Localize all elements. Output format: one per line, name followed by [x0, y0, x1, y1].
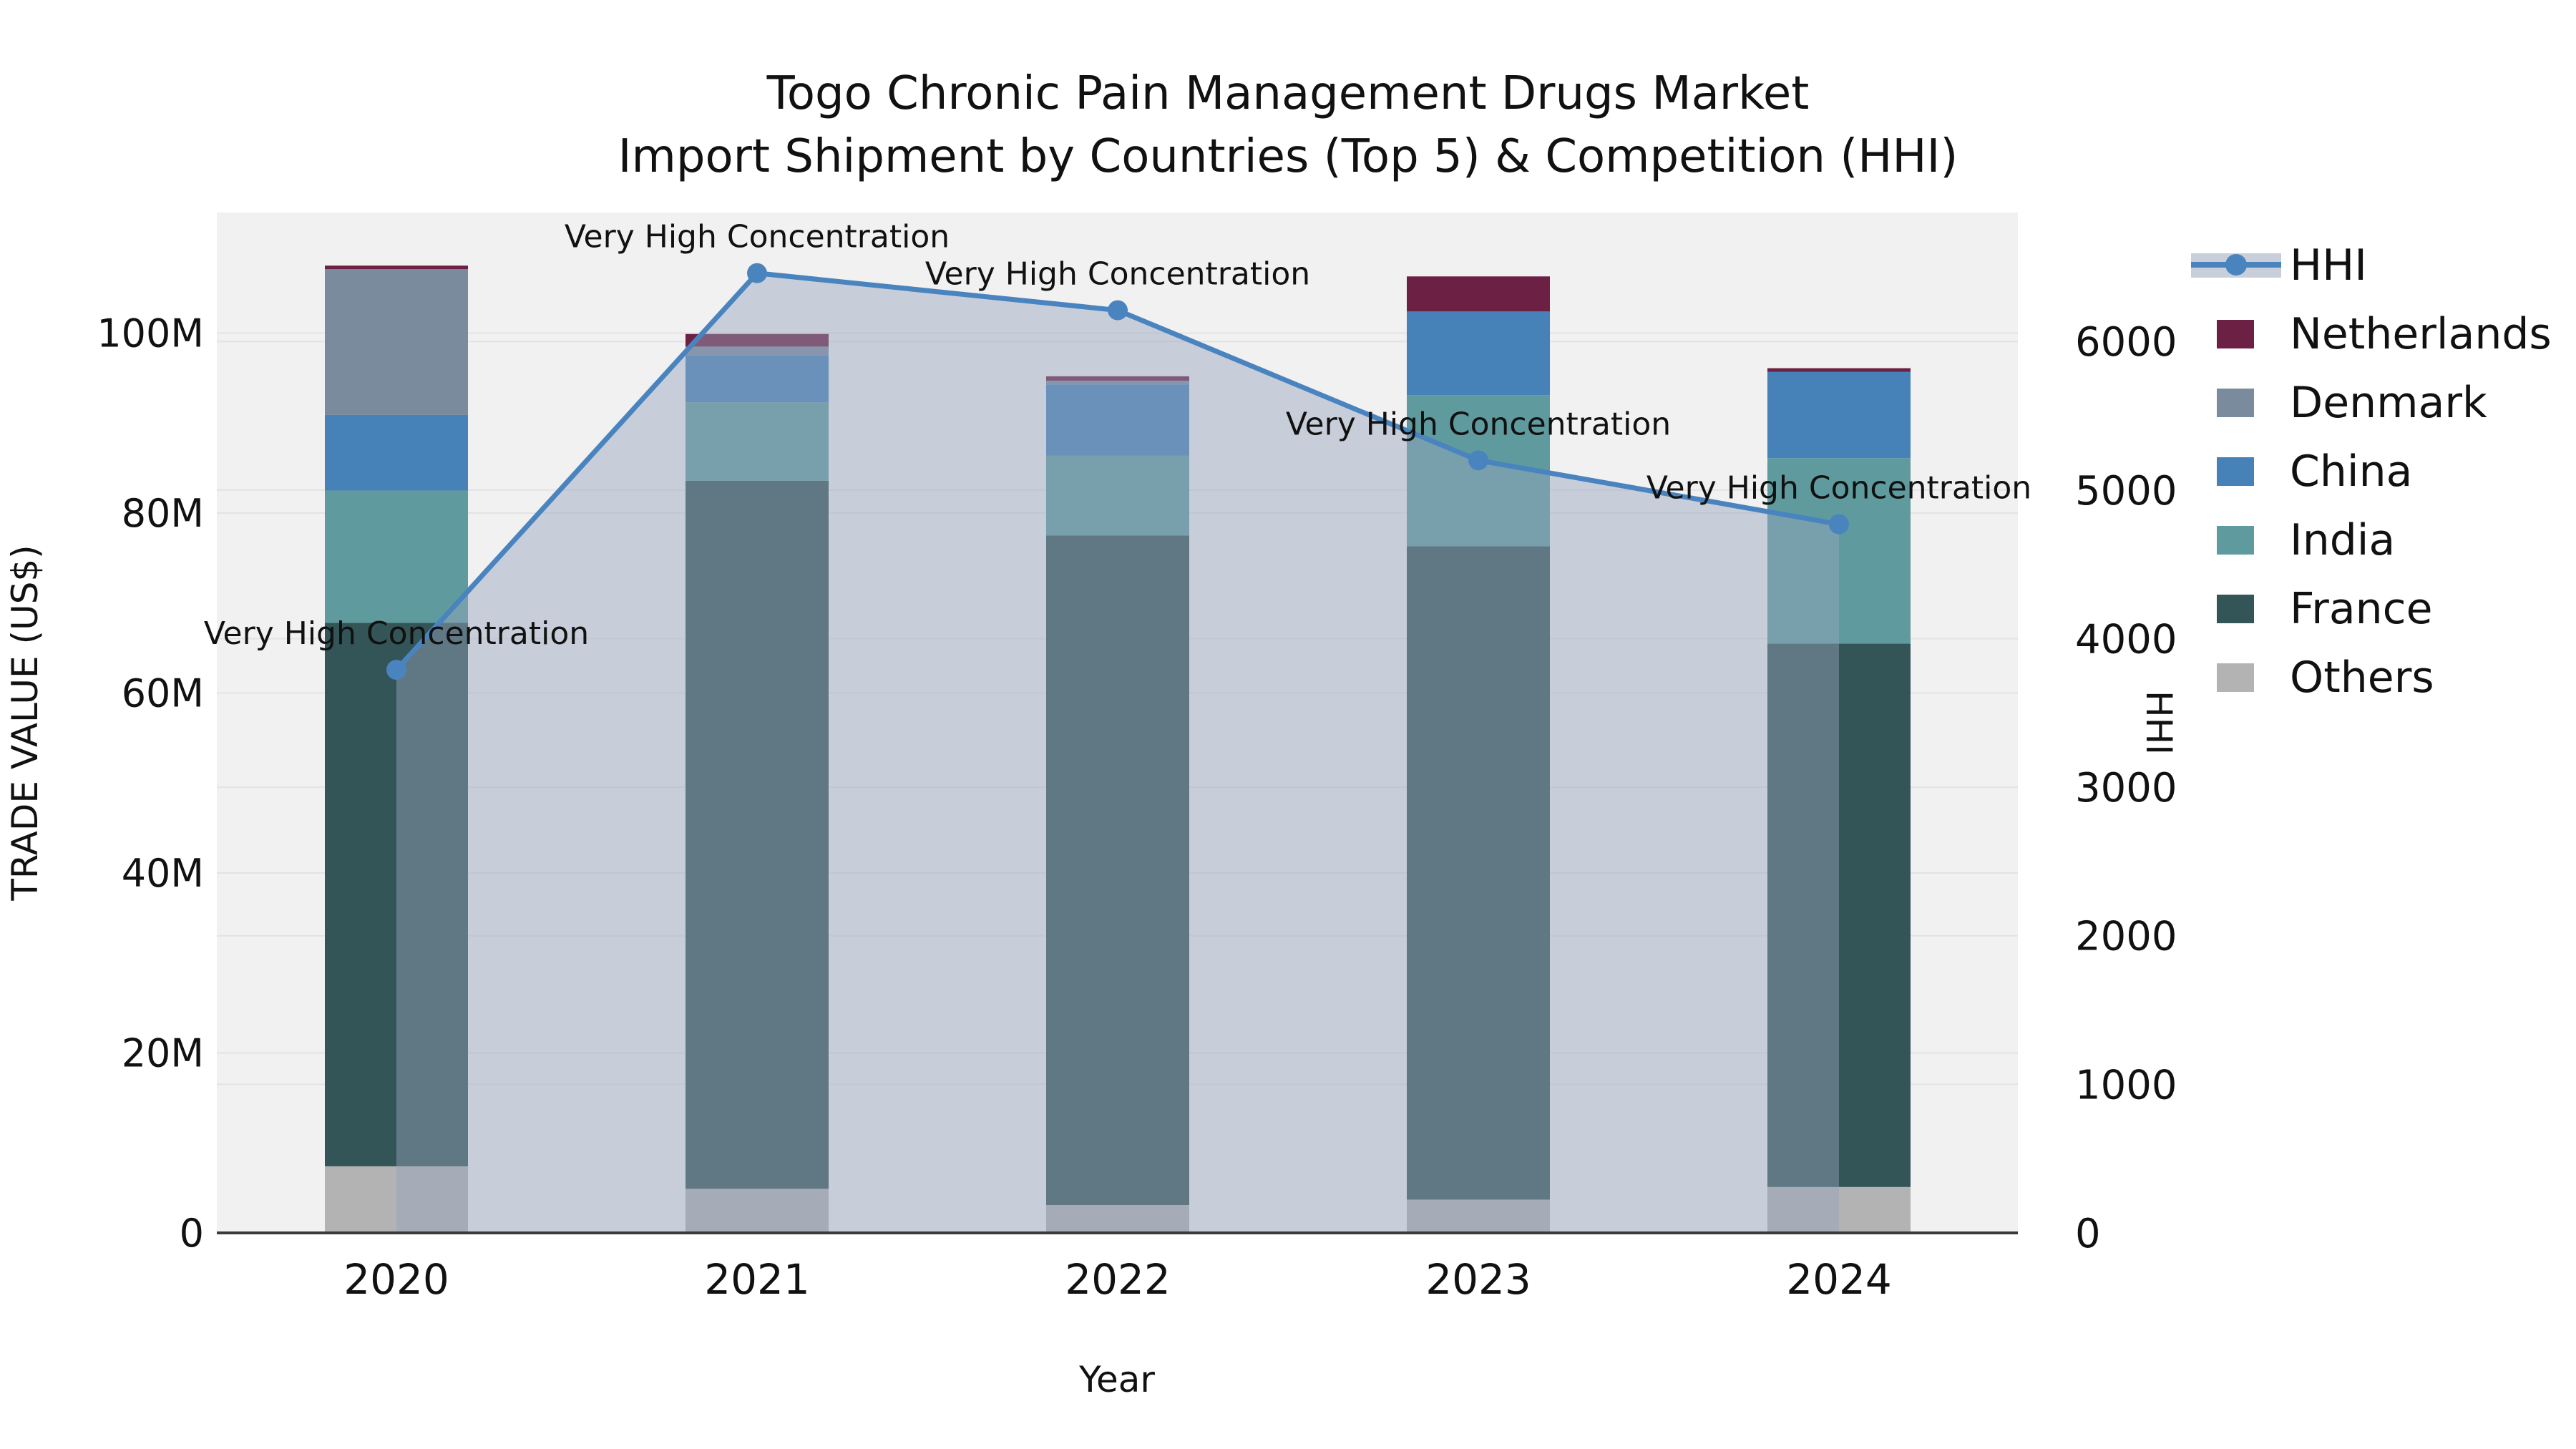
legend-swatch-france [2217, 595, 2254, 623]
tick-right-6000: 6000 [2075, 319, 2177, 366]
x-axis-label: Year [1078, 1359, 1155, 1400]
tick-right-5000: 5000 [2075, 468, 2177, 514]
hhi-marker-2020 [386, 660, 406, 680]
bar-segment-denmark-2020 [325, 269, 468, 415]
y-axis-label-right: HHI [2138, 691, 2180, 755]
tick-right-4000: 4000 [2075, 616, 2177, 663]
legend-swatch-denmark [2217, 389, 2254, 417]
bar-segment-others-2021 [686, 1189, 829, 1233]
hhi-marker-2024 [1829, 514, 1849, 535]
hhi-marker-2022 [1108, 300, 1128, 321]
legend-swatch-others [2217, 663, 2254, 692]
legend-label-france: France [2290, 584, 2433, 634]
tick-left-100M: 100M [97, 311, 204, 356]
annotation-2021: Very High Concentration [565, 219, 950, 255]
legend-item-france: France [2217, 584, 2433, 634]
bar-segment-france-2021 [686, 480, 829, 1189]
tick-year-2021: 2021 [704, 1255, 810, 1304]
legend-item-hhi: HHI [2191, 240, 2367, 291]
legend: HHI Netherlands Denmark China India France Oth… [2191, 240, 2552, 703]
tick-year-2023: 2023 [1425, 1255, 1531, 1304]
bar-segment-netherlands-2020 [325, 265, 468, 270]
tick-left-60M: 60M [122, 671, 204, 716]
tick-right-2000: 2000 [2075, 914, 2177, 960]
bar-segment-china-2021 [686, 355, 829, 403]
bar-segment-netherlands-2022 [1046, 376, 1189, 381]
bar-segment-china-2022 [1046, 384, 1189, 456]
bar-segment-india-2021 [686, 402, 829, 481]
tick-left-20M: 20M [122, 1031, 204, 1076]
bar-segment-france-2022 [1046, 535, 1189, 1206]
legend-label-india: India [2290, 515, 2395, 565]
legend-item-others: Others [2217, 653, 2434, 703]
annotation-2020: Very High Concentration [204, 615, 589, 652]
legend-swatch-netherlands [2217, 320, 2254, 348]
bar-segment-netherlands-2023 [1407, 276, 1550, 312]
tick-right-1000: 1000 [2075, 1062, 2177, 1108]
bar-segment-india-2024 [1767, 458, 1911, 644]
legend-hhi-marker [2225, 254, 2247, 275]
legend-item-india: India [2217, 515, 2395, 565]
tick-right-3000: 3000 [2075, 765, 2177, 811]
bar-segment-others-2023 [1407, 1199, 1550, 1233]
bar-segment-china-2024 [1767, 371, 1911, 459]
legend-label-denmark: Denmark [2290, 378, 2487, 428]
legend-swatch-india [2217, 526, 2254, 555]
hhi-area-fill [396, 273, 1839, 1233]
bar-segment-france-2024 [1767, 643, 1911, 1187]
legend-label-netherlands: Netherlands [2290, 309, 2552, 359]
bar-segment-india-2020 [325, 490, 468, 623]
bar-segment-denmark-2021 [686, 346, 829, 356]
axes-and-ticks: 0 20M 40M 60M 80M 100M 0 1000 2000 3000 4000 5000 60… [97, 311, 2177, 1304]
hhi-line [386, 263, 1849, 680]
legend-swatch-china [2217, 457, 2254, 486]
chart-title-line1: Togo Chronic Pain Management Drugs Marke… [766, 67, 1810, 120]
tick-left-80M: 80M [122, 491, 204, 536]
legend-item-china: China [2217, 447, 2412, 497]
legend-label-hhi: HHI [2290, 240, 2367, 291]
bar-segment-china-2020 [325, 414, 468, 491]
tick-year-2024: 2024 [1786, 1255, 1892, 1304]
tick-left-40M: 40M [122, 851, 204, 896]
legend-label-china: China [2290, 447, 2412, 497]
bar-segment-others-2024 [1767, 1186, 1911, 1233]
bar-segment-others-2022 [1046, 1205, 1189, 1233]
bar-segment-india-2022 [1046, 455, 1189, 536]
annotation-2024: Very High Concentration [1646, 470, 2031, 507]
annotation-2023: Very High Concentration [1286, 406, 1671, 442]
bar-segment-china-2023 [1407, 311, 1550, 396]
tick-left-0: 0 [180, 1211, 204, 1256]
y-axis-label-left: TRADE VALUE (US$) [4, 545, 46, 901]
legend-item-netherlands: Netherlands [2217, 309, 2552, 359]
hhi-marker-2021 [747, 263, 767, 283]
bar-segment-netherlands-2021 [686, 333, 829, 347]
hhi-marker-2023 [1468, 450, 1488, 471]
bar-segment-france-2023 [1407, 546, 1550, 1200]
bar-segment-denmark-2022 [1046, 381, 1189, 385]
tick-year-2022: 2022 [1065, 1255, 1171, 1304]
bar-segment-france-2020 [325, 623, 468, 1166]
legend-label-others: Others [2290, 653, 2434, 703]
bar-segment-others-2020 [325, 1166, 468, 1233]
stacked-bars [325, 265, 1911, 1233]
hhi-area-polygon [396, 273, 1839, 1233]
chart-title-line2: Import Shipment by Countries (Top 5) & C… [618, 130, 1958, 183]
tick-year-2020: 2020 [343, 1255, 449, 1304]
tick-right-0: 0 [2075, 1211, 2101, 1257]
legend-item-denmark: Denmark [2217, 378, 2487, 428]
annotation-2022: Very High Concentration [925, 256, 1310, 293]
bar-segment-netherlands-2024 [1767, 368, 1911, 372]
